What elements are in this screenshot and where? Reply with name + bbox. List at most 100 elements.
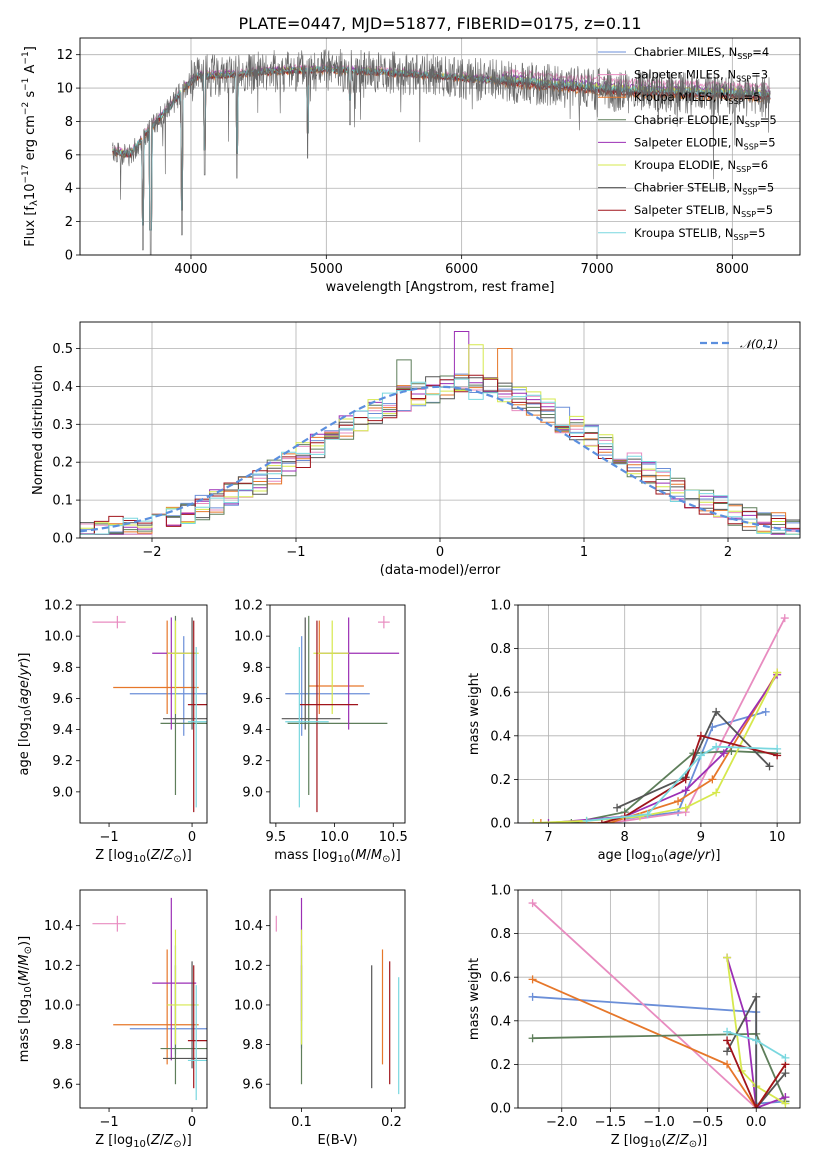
tick-label-x: 10.5: [379, 830, 408, 845]
tick-label-y: 9.2: [242, 754, 263, 769]
x-axis-label: Z [log10(Z/Z⊙)]: [611, 1133, 708, 1150]
tick-label-y: 10.0: [234, 630, 263, 645]
weight-line: [726, 957, 786, 1105]
tick-label-y: 0.5: [52, 342, 73, 357]
tick-label-y: 8: [65, 115, 73, 130]
weight-line: [624, 710, 766, 820]
weight-marker: [723, 1047, 732, 1056]
panel-residual_hist: −2 −1 0 1 2 0.0 0.1 0.2 0.3 0.4 0.5 (data-model)/er…: [31, 321, 801, 578]
legend-entry: Chabrier ELODIE, NSSP=5: [634, 113, 777, 129]
panel-spectrum: 4000 5000 6000 7000 8000 0 2 4 6 8 10 12 wavelength …: [21, 37, 801, 295]
tick-label-y: 0.2: [490, 1058, 511, 1073]
weight-marker: [781, 1053, 790, 1062]
tick-label-x: 0.2: [381, 1115, 402, 1130]
tick-label-y: 9.8: [242, 1038, 263, 1053]
weight-marker: [528, 899, 537, 908]
weight-marker: [643, 810, 652, 819]
y-axis-label: Normed distribution: [31, 365, 46, 495]
tick-label-x: 8000: [716, 262, 749, 277]
tick-label-y: 9.6: [242, 1078, 263, 1093]
axes-frame: [517, 889, 801, 1109]
tick-label-x: 0: [188, 1115, 196, 1130]
weight-line: [533, 672, 778, 823]
weight-marker: [752, 992, 761, 1001]
tick-label-y: 10.0: [234, 998, 263, 1013]
tick-label-x: 1: [580, 545, 588, 560]
tick-label-y: 0.8: [490, 927, 511, 942]
tick-label-x: −2.0: [546, 1115, 578, 1130]
spectrum-model-line: [112, 65, 771, 231]
weight-marker: [635, 812, 644, 821]
tick-label-y: 9.6: [242, 692, 263, 707]
axes-frame: [517, 604, 801, 824]
legend-entry: Chabrier MILES, NSSP=4: [634, 45, 769, 61]
histogram-step: [80, 374, 800, 535]
weight-marker: [674, 797, 683, 806]
spectrum-model-line: [112, 66, 771, 231]
panel-weight_vs_Z: −2.0 −1.5 −1.0 −0.5 0.0 0.0 0.2 0.4 0.6 0.8 1.0 Z […: [467, 884, 801, 1150]
tick-label-y: 6: [65, 148, 73, 163]
weight-marker: [536, 819, 545, 823]
weight-marker: [727, 747, 736, 756]
tick-label-y: 0.2: [490, 773, 511, 788]
tick-label-x: 10: [769, 830, 786, 845]
tick-label-y: 9.6: [52, 692, 73, 707]
tick-label-y: 0: [65, 249, 73, 264]
panel-mass_vs_ebv: 0.1 0.2 9.6 9.8 10.0 10.2 10.4 E(B-V): [234, 889, 406, 1148]
tick-label-y: 9.8: [52, 661, 73, 676]
tick-label-y: 10.4: [44, 919, 73, 934]
tick-label-x: 7: [544, 830, 552, 845]
tick-label-x: 6000: [445, 262, 478, 277]
tick-label-x: 9: [697, 830, 705, 845]
tick-label-x: 0.1: [291, 1115, 312, 1130]
weight-line: [726, 1040, 787, 1108]
panel-age_vs_Z: −1 0 9.0 9.2 9.4 9.6 9.8 10.0 10.2 Z [log10(Z/Z⊙)…: [17, 599, 208, 865]
tick-label-y: 0.2: [52, 456, 73, 471]
y-axis-label: Flux [fλ10−17 erg cm−2 s−1 A−1]: [21, 46, 40, 247]
weight-marker: [780, 614, 789, 623]
weight-marker: [597, 819, 606, 823]
legend-entry: Salpeter ELODIE, NSSP=5: [634, 135, 776, 151]
weight-marker: [773, 744, 782, 753]
axes-frame: [79, 321, 801, 539]
tick-label-y: 0.1: [52, 494, 73, 509]
panel-weight_vs_age: 7 8 9 10 0.0 0.2 0.4 0.6 0.8 1.0 age [log10(age/yr…: [467, 599, 801, 865]
tick-label-x: 0: [188, 830, 196, 845]
tick-label-y: 0.4: [490, 729, 511, 744]
tick-label-x: −1: [99, 1115, 118, 1130]
tick-label-y: 0.4: [490, 1014, 511, 1029]
legend-entry: Chabrier STELIB, NSSP=5: [634, 181, 774, 197]
tick-label-x: 10.0: [320, 830, 349, 845]
spectrum-data-line: [112, 48, 771, 255]
plot-area: [528, 899, 790, 1108]
tick-label-x: 0.0: [746, 1115, 767, 1130]
weight-line: [616, 710, 771, 809]
weight-marker: [752, 1036, 761, 1045]
tick-label-y: 9.4: [242, 723, 263, 738]
tick-label-y: 9.2: [52, 754, 73, 769]
weight-marker: [712, 788, 721, 797]
weight-marker: [761, 707, 770, 716]
x-axis-label: age [log10(age/yr)]: [598, 848, 721, 865]
tick-label-y: 0.0: [490, 817, 511, 832]
weight-marker: [712, 742, 721, 751]
tick-label-y: 9.0: [52, 785, 73, 800]
weight-line: [726, 996, 787, 1108]
tick-label-y: 1.0: [490, 599, 511, 614]
weight-marker: [529, 819, 538, 823]
weight-marker: [781, 1099, 790, 1108]
tick-label-x: 5000: [310, 262, 343, 277]
plot-area: [529, 614, 789, 823]
tick-label-x: 8: [621, 830, 629, 845]
tick-label-y: 9.4: [52, 723, 73, 738]
tick-label-x: 7000: [580, 262, 613, 277]
axes-frame: [79, 889, 208, 1109]
legend-entry: Kroupa STELIB, NSSP=5: [634, 226, 765, 242]
weight-marker: [544, 819, 553, 823]
tick-label-y: 0.4: [52, 380, 73, 395]
tick-label-y: 0.0: [52, 532, 73, 547]
tick-label-y: 2: [65, 215, 73, 230]
tick-label-x: 4000: [174, 262, 207, 277]
tick-label-y: 10.0: [44, 630, 73, 645]
plot-area: [275, 897, 400, 1095]
